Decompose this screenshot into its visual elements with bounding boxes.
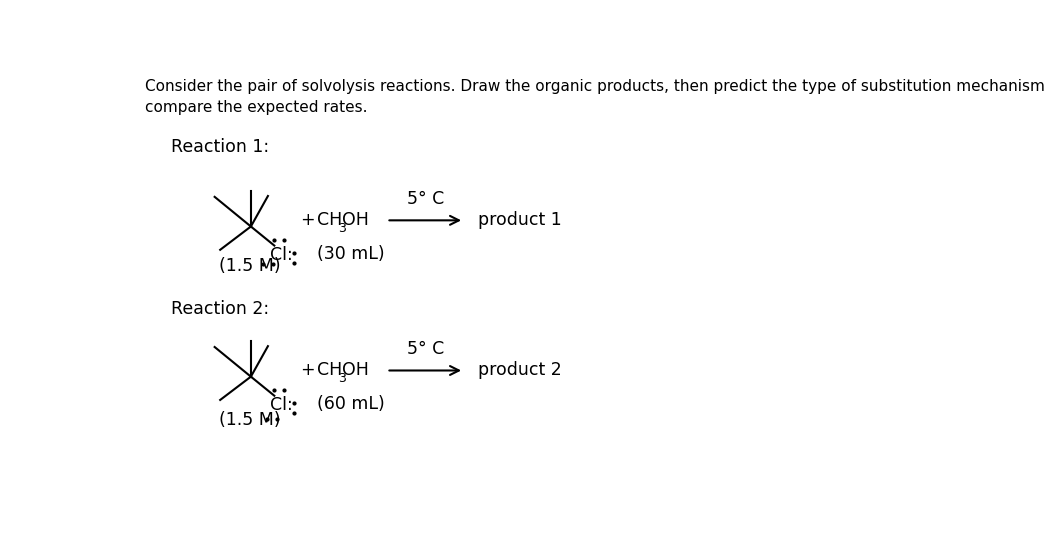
Text: (30 mL): (30 mL) bbox=[317, 245, 384, 263]
Text: +: + bbox=[300, 361, 315, 380]
Text: CH: CH bbox=[317, 361, 342, 380]
Text: (60 mL): (60 mL) bbox=[317, 395, 385, 413]
Text: Consider the pair of solvolysis reactions. Draw the organic products, then predi: Consider the pair of solvolysis reaction… bbox=[144, 79, 1046, 93]
Text: Cl:: Cl: bbox=[271, 396, 293, 414]
Text: (1.5 M): (1.5 M) bbox=[219, 411, 280, 429]
Text: compare the expected rates.: compare the expected rates. bbox=[144, 100, 367, 115]
Text: Cl:: Cl: bbox=[271, 246, 293, 264]
Text: product 2: product 2 bbox=[478, 361, 562, 380]
Text: 3: 3 bbox=[338, 221, 345, 234]
Text: OH: OH bbox=[342, 211, 369, 230]
Text: (1.5 M): (1.5 M) bbox=[219, 258, 280, 275]
Text: 5° C: 5° C bbox=[407, 190, 444, 208]
Text: 5° C: 5° C bbox=[407, 340, 444, 358]
Text: +: + bbox=[300, 211, 315, 230]
Text: OH: OH bbox=[342, 361, 369, 380]
Text: Reaction 1:: Reaction 1: bbox=[172, 138, 269, 156]
Text: CH: CH bbox=[317, 211, 342, 230]
Text: product 1: product 1 bbox=[478, 211, 562, 230]
Text: 3: 3 bbox=[338, 372, 345, 384]
Text: Reaction 2:: Reaction 2: bbox=[172, 300, 269, 318]
